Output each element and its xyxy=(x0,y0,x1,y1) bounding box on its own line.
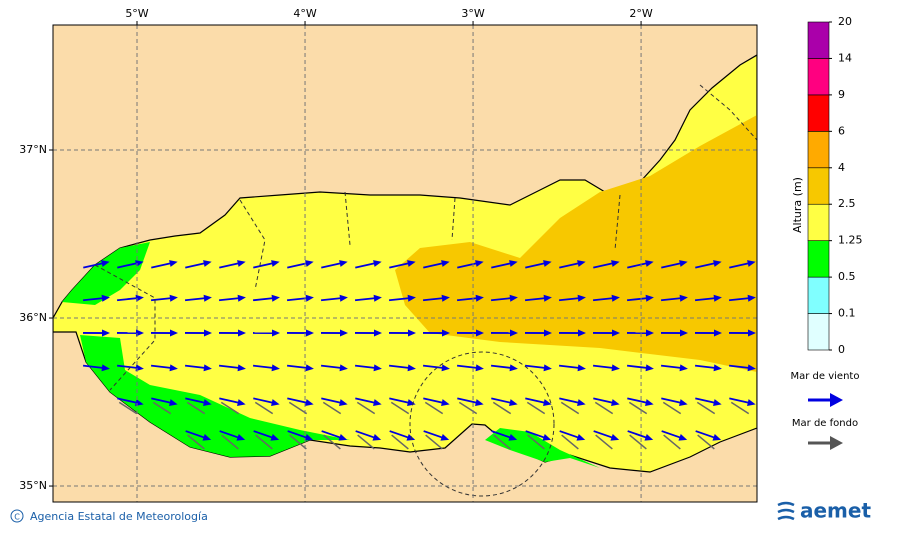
colorbar-segment xyxy=(808,95,829,131)
lon-label: 5°W xyxy=(125,7,148,20)
colorbar-segment xyxy=(808,241,829,277)
colorbar-label: 9 xyxy=(838,88,845,101)
lon-label: 2°W xyxy=(629,7,652,20)
colorbar-label: 4 xyxy=(838,161,845,174)
colorbar-label: 6 xyxy=(838,124,845,137)
legend-arrow xyxy=(830,436,843,450)
colorbar-segment xyxy=(808,131,829,167)
lat-label: 37°N xyxy=(19,143,47,156)
lat-label: 35°N xyxy=(19,479,47,492)
logo: aemet xyxy=(800,499,871,523)
lon-label: 4°W xyxy=(293,7,316,20)
colorbar-segment xyxy=(808,204,829,240)
colorbar-segment xyxy=(808,277,829,313)
colorbar-label: 20 xyxy=(838,15,852,28)
legend-label: Mar de viento xyxy=(791,371,860,382)
lon-label: 3°W xyxy=(461,7,484,20)
legend-arrow xyxy=(830,393,843,407)
colorbar-segment xyxy=(808,58,829,94)
colorbar-segment xyxy=(808,22,829,58)
logo-icon xyxy=(778,503,794,519)
colorbar-title: Altura (m) xyxy=(791,177,804,233)
colorbar-label: 0.1 xyxy=(838,307,856,320)
colorbar-label: 14 xyxy=(838,51,852,64)
colorbar-label: 1.25 xyxy=(838,234,863,247)
colorbar-label: 0.5 xyxy=(838,270,856,283)
legend-label: Mar de fondo xyxy=(792,418,858,429)
colorbar-label: 0 xyxy=(838,343,845,356)
lat-label: 36°N xyxy=(19,311,47,324)
colorbar-segment xyxy=(808,314,829,350)
copyright-icon: C xyxy=(14,513,20,522)
map-area xyxy=(53,25,757,502)
colorbar-label: 2.5 xyxy=(838,197,856,210)
colorbar-segment xyxy=(808,168,829,204)
agency-name: Agencia Estatal de Meteorología xyxy=(30,510,208,523)
